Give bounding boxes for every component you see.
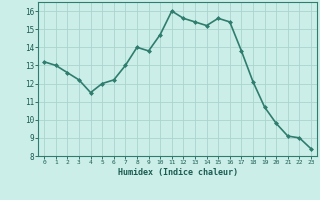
X-axis label: Humidex (Indice chaleur): Humidex (Indice chaleur) [118,168,238,177]
